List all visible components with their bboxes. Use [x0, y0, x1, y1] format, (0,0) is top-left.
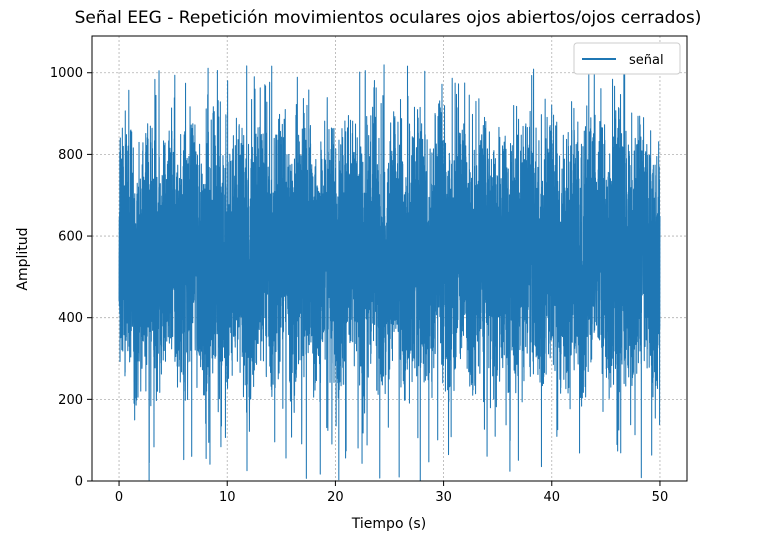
- x-tick-label: 50: [652, 490, 669, 505]
- signal-line: [118, 64, 661, 482]
- legend: señal: [573, 42, 681, 75]
- legend-box: [573, 42, 681, 75]
- y-axis-label: Amplitud: [15, 227, 31, 290]
- x-tick-label: 40: [543, 490, 560, 505]
- y-axis-ticks: 0 200 400 600 800 1000: [50, 66, 92, 490]
- y-tick-label: 800: [58, 148, 83, 163]
- plot-area: [91, 35, 688, 482]
- x-axis-label: Tiempo (s): [351, 516, 426, 532]
- x-tick-label: 30: [435, 490, 452, 505]
- legend-label: señal: [629, 53, 664, 68]
- x-tick-label: 20: [327, 490, 344, 505]
- y-tick-label: 200: [58, 393, 83, 408]
- y-tick-label: 1000: [50, 66, 83, 81]
- y-tick-label: 0: [75, 475, 83, 490]
- chart-title: Señal EEG - Repetición movimientos ocula…: [75, 8, 702, 28]
- plot-border: [91, 35, 688, 482]
- y-tick-label: 400: [58, 311, 83, 326]
- x-axis-ticks: 0 10 20 30 40 50: [115, 481, 668, 505]
- x-tick-label: 0: [115, 490, 123, 505]
- x-tick-label: 10: [219, 490, 236, 505]
- y-tick-label: 600: [58, 230, 83, 245]
